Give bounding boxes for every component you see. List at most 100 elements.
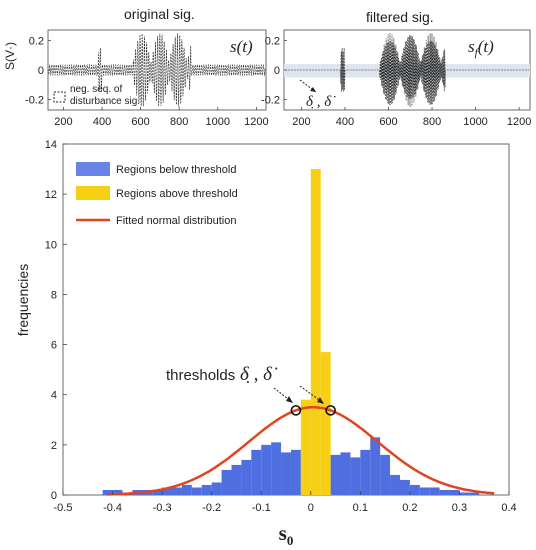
bar-below-threshold (449, 489, 460, 495)
bar-below-threshold (340, 452, 351, 495)
histogram-panel: -0.5 -0.4 -0.3 -0.2 -0.1 0 0.1 0.2 0.3 0.4 0 2 4 6 8 10… (15, 139, 517, 548)
bar-below-threshold (429, 487, 440, 495)
histogram-legend: Regions below threshold Regions above th… (76, 162, 238, 227)
bar-below-threshold (181, 484, 192, 495)
bar-below-threshold (162, 487, 173, 495)
histogram-xlabel: s0 (279, 521, 294, 548)
x-tick-label: 800 (170, 116, 188, 128)
bar-above-threshold (300, 399, 311, 495)
y-tick-label: 0 (274, 65, 280, 77)
threshold-arrowhead-right (317, 397, 324, 404)
filtered-signal-label: sf(t) (468, 37, 494, 59)
filtered-signal-panel: 200 400 600 800 1000 1200 0.2 0 -0.2 sf(t) δ̣ , … (261, 29, 531, 128)
y-tick-label: 6 (51, 340, 57, 352)
y-tick-label: 14 (45, 139, 57, 151)
legend-fit-label: Fitted normal distribution (116, 215, 236, 227)
x-tick-label: 400 (93, 116, 111, 128)
bar-below-threshold (409, 484, 420, 495)
threshold-right-marker (325, 405, 336, 416)
bar-above-threshold (320, 352, 331, 495)
y-tick-label: 2 (51, 440, 57, 452)
x-tick-label: -0.4 (103, 502, 122, 514)
original-ticks: 200 400 600 800 1000 1200 0.2 0 -0.2 (25, 35, 269, 128)
bar-below-threshold (201, 484, 212, 495)
bar-below-threshold (399, 479, 410, 495)
bar-below-threshold (241, 459, 252, 495)
x-tick-label: 800 (423, 116, 441, 128)
x-tick-label: -0.3 (153, 502, 172, 514)
y-tick-label: 0 (38, 65, 44, 77)
x-tick-label: -0.5 (54, 502, 73, 514)
filtered-signal-title: filtered sig. (366, 9, 434, 25)
bar-below-threshold (152, 489, 163, 495)
legend-below-label: Regions below threshold (116, 164, 236, 176)
x-tick-label: 200 (292, 116, 310, 128)
y-tick-label: 0.2 (265, 35, 280, 47)
legend-above-label: Regions above threshold (116, 188, 238, 200)
x-tick-label: 1200 (244, 116, 268, 128)
bar-below-threshold (231, 464, 242, 495)
bar-below-threshold (271, 442, 282, 495)
y-tick-label: 4 (51, 390, 57, 402)
x-tick-label: 600 (379, 116, 397, 128)
legend-swatch-below (76, 162, 110, 176)
x-tick-label: -0.2 (202, 502, 221, 514)
bar-below-threshold (281, 452, 291, 495)
x-tick-label: 1000 (463, 116, 487, 128)
original-ylabel: S(V·) (3, 42, 17, 70)
legend-swatch-above (76, 186, 110, 200)
bar-below-threshold (439, 489, 450, 495)
threshold-arrow-right (299, 385, 323, 403)
bar-below-threshold (221, 469, 232, 495)
histogram-ticks: -0.5 -0.4 -0.3 -0.2 -0.1 0 0.1 0.2 0.3 0.4 0 2 4 6 8 10… (45, 139, 517, 514)
bar-below-threshold (191, 487, 202, 495)
y-tick-label: -0.2 (25, 95, 44, 107)
thresholds-label: thresholds (166, 367, 235, 384)
original-signal-label: s(t) (230, 37, 253, 56)
bar-below-threshold (112, 489, 123, 495)
x-tick-label: 0.3 (452, 502, 467, 514)
threshold-left-marker (290, 405, 302, 416)
x-tick-label: 0.2 (402, 502, 417, 514)
legend-neg-seq-line2: disturbance sig. (70, 96, 140, 107)
signal-path (284, 32, 530, 108)
y-tick-label: 0.2 (29, 35, 44, 47)
bar-below-threshold (211, 482, 222, 495)
bar-below-threshold (370, 437, 381, 495)
threshold-arrowhead-left (286, 396, 293, 403)
filtered-annotation-symbols: δ̣ , δ̇ (306, 94, 336, 110)
bar-below-threshold (350, 457, 361, 495)
x-tick-label: 400 (336, 116, 354, 128)
original-signal-trace (48, 33, 266, 107)
x-tick-label: 1200 (507, 116, 531, 128)
x-tick-label: 0.1 (353, 502, 368, 514)
bar-below-threshold (459, 492, 470, 495)
histogram-ylabel: frequencies (15, 264, 31, 336)
signal-path (48, 33, 266, 107)
bar-below-threshold (172, 487, 182, 495)
bar-below-threshold (419, 487, 430, 495)
y-tick-label: -0.2 (261, 95, 280, 107)
bar-above-threshold (310, 169, 321, 496)
threshold-band (284, 64, 530, 78)
bar-below-threshold (390, 474, 400, 495)
legend-dashed-box (53, 91, 66, 103)
original-signal-title: original sig. (124, 6, 195, 22)
x-tick-label: 0 (308, 502, 314, 514)
x-tick-label: 1000 (206, 116, 230, 128)
x-tick-label: 0.4 (501, 502, 516, 514)
filtered-signal-trace (284, 32, 530, 108)
y-tick-label: 12 (45, 189, 57, 201)
bar-below-threshold (102, 489, 113, 495)
legend-neg-seq-line1: neg. seq. of (70, 84, 122, 95)
histogram-axes-frame (62, 143, 510, 496)
bar-below-threshold (469, 492, 480, 495)
filtered-ticks: 200 400 600 800 1000 1200 0.2 0 -0.2 (261, 35, 531, 128)
bar-below-threshold (360, 449, 371, 495)
x-tick-label: -0.1 (252, 502, 271, 514)
bar-below-threshold (330, 454, 341, 495)
filtered-arrow-head (310, 87, 316, 92)
bar-below-threshold (380, 454, 391, 495)
